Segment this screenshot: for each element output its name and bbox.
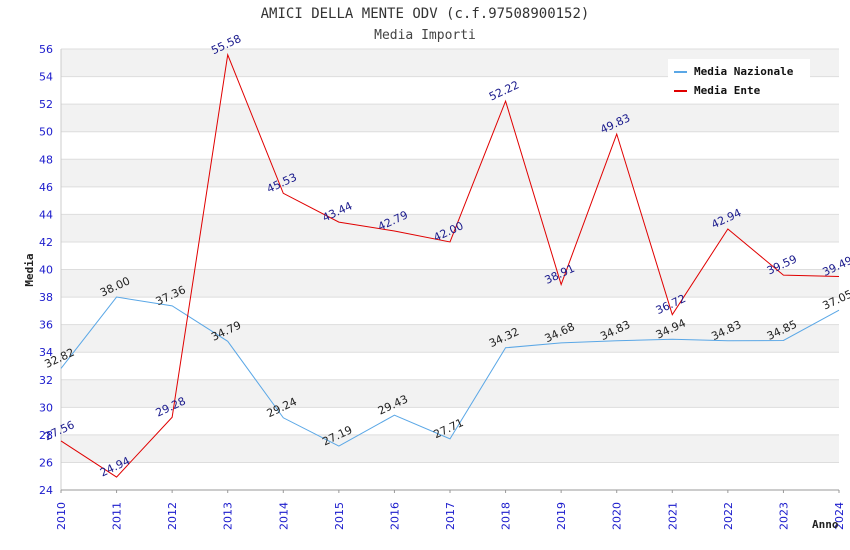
y-axis-label: Media	[23, 253, 36, 286]
y-tick-label: 46	[39, 181, 53, 194]
x-tick-label: 2010	[55, 502, 68, 530]
x-tick-label: 2015	[333, 502, 346, 530]
x-tick-label: 2019	[555, 502, 568, 530]
plot-band	[61, 241, 839, 270]
x-tick-label: 2018	[500, 502, 513, 530]
x-tick-label: 2020	[611, 502, 624, 530]
y-tick-label: 40	[39, 264, 53, 277]
y-tick-label: 52	[39, 98, 53, 111]
chart-title: AMICI DELLA MENTE ODV (c.f.97508900152)	[261, 6, 590, 22]
y-tick-label: 24	[39, 484, 53, 497]
plot-band	[61, 131, 839, 160]
plot-band	[61, 297, 839, 325]
plot-band	[61, 214, 839, 242]
plot-band	[61, 186, 839, 215]
y-tick-label: 36	[39, 319, 53, 332]
y-tick-label: 42	[39, 236, 53, 249]
plot-band	[61, 159, 839, 187]
axes: 24 26 28 30 32 34 36 38 40 42 44 46 48 50 52 54 56 2010 20…	[39, 43, 846, 530]
x-tick-label: 2013	[222, 502, 235, 530]
legend-label-media-nazionale: Media Nazionale	[694, 65, 794, 78]
plot-band	[61, 462, 839, 490]
plot-band	[61, 434, 839, 463]
x-tick-label: 2021	[666, 502, 679, 530]
y-tick-label: 34	[39, 346, 53, 359]
plot-band	[61, 269, 839, 298]
plot-band	[61, 324, 839, 353]
x-axis-label: Anno	[812, 518, 839, 531]
series-lines	[60, 52, 840, 478]
x-tick-label: 2023	[777, 502, 790, 530]
series-line-media-ente	[60, 52, 840, 478]
x-tick-label: 2011	[111, 502, 124, 530]
legend-label-media-ente: Media Ente	[694, 84, 761, 97]
y-tick-label: 44	[39, 208, 53, 221]
y-tick-label: 38	[39, 291, 53, 304]
y-tick-label: 50	[39, 126, 53, 139]
chart-subtitle: Media Importi	[374, 28, 476, 43]
y-tick-label: 26	[39, 456, 53, 469]
series-line-media-nazionale	[60, 296, 840, 447]
plot-band	[61, 379, 839, 408]
y-tick-label: 54	[39, 71, 53, 84]
plot-band	[61, 104, 839, 132]
plot-band	[61, 407, 839, 435]
x-tick-label: 2022	[722, 502, 735, 530]
y-tick-label: 32	[39, 374, 53, 387]
plot-background-bands	[61, 49, 839, 490]
x-tick-label: 2024	[833, 502, 846, 530]
y-tick-label: 56	[39, 43, 53, 56]
legend: Media Nazionale Media Ente	[668, 59, 810, 101]
plot-band	[61, 352, 839, 380]
x-tick-label: 2017	[444, 502, 457, 530]
x-tick-label: 2012	[166, 502, 179, 530]
y-tick-label: 48	[39, 153, 53, 166]
y-tick-label: 30	[39, 401, 53, 414]
x-tick-label: 2014	[277, 502, 290, 530]
legend-box	[668, 59, 810, 101]
y-tick-label: 28	[39, 429, 53, 442]
x-tick-label: 2016	[388, 502, 401, 530]
grid-lines	[61, 48, 839, 491]
